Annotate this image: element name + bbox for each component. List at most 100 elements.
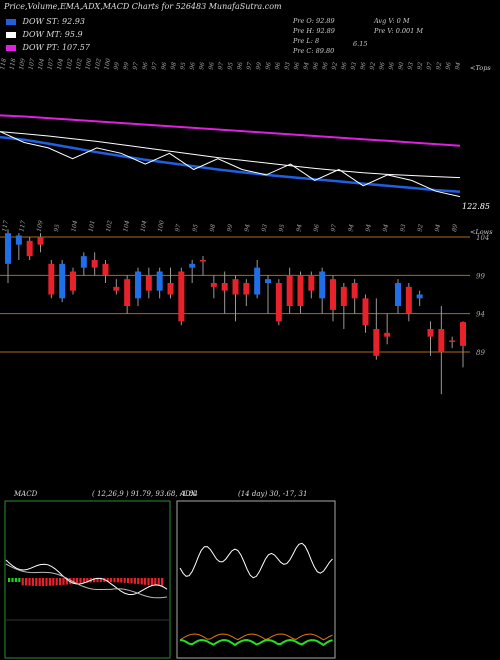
candle-top-label: 94: [365, 223, 373, 232]
candle-up: [59, 263, 66, 299]
legend-pt-label: DOW PT: 107.57: [22, 43, 90, 52]
macd-histogram-bar: [28, 578, 31, 586]
ema-top-label: 97: [151, 61, 159, 70]
ema-panel: [0, 114, 461, 198]
candle-down: [113, 286, 120, 291]
ema-last-value: 122.85: [462, 202, 490, 211]
ema-top-label: 96: [340, 61, 348, 70]
legend-swatch-mt: [6, 32, 16, 38]
candles: [5, 229, 466, 395]
ema-top-label: 100: [103, 58, 112, 71]
candle-top-labels: 117 117 109 95 104 101 102 104 104 100 97 95 98 99 94 9…: [1, 220, 459, 233]
candle-top-label: 104: [70, 220, 79, 233]
ema-top-label: 96: [141, 61, 149, 70]
ema-top-label: 94: [454, 61, 462, 70]
candle-down: [102, 263, 109, 276]
candle-top-label: 95: [191, 223, 199, 232]
candle-up: [319, 271, 326, 299]
macd-histogram-bar: [133, 578, 136, 584]
candle-down: [384, 332, 391, 337]
ema-top-label: 96: [236, 61, 244, 70]
macd-signal-line: [5, 563, 168, 599]
candle-down: [91, 260, 98, 268]
macd-histogram-bar: [86, 578, 89, 583]
macd-histogram-bar: [137, 578, 140, 585]
candle-up: [135, 271, 141, 299]
ema-top-label: 98: [170, 61, 178, 70]
adx-content: [179, 542, 333, 647]
ema-top-label: 96: [189, 61, 197, 70]
candle-top-label: 96: [313, 223, 321, 232]
ema-top-label: 118: [0, 58, 8, 71]
macd-histogram-bar: [123, 578, 126, 583]
ema-top-label: 102: [65, 58, 74, 71]
candle-down: [221, 283, 228, 291]
adx-label: ADX: [179, 490, 197, 498]
candle-down: [275, 283, 282, 322]
ema-series-dow-mt: [0, 131, 461, 179]
ema-top-label: 100: [84, 58, 93, 71]
macd-histogram-bar: [79, 578, 82, 584]
macd-histogram-bar: [127, 578, 130, 584]
ema-top-label: 99: [122, 61, 130, 70]
macd-histogram-bar: [55, 578, 58, 586]
candle-down: [460, 322, 466, 346]
ema-top-label: 93: [350, 61, 358, 70]
macd-histogram-bar: [48, 578, 51, 586]
candle-down: [427, 329, 434, 337]
macd-histogram-bar: [106, 578, 109, 583]
macd-histogram-bar: [116, 578, 119, 583]
candle-down: [145, 275, 152, 291]
candle-down: [210, 283, 217, 287]
candle-down: [232, 279, 239, 295]
candle-top-label: 94: [434, 223, 442, 232]
macd-histogram-bar: [52, 578, 55, 586]
candle-top-label: 98: [209, 223, 217, 232]
candle-y-tick: 104: [476, 234, 489, 242]
macd-histogram-bar: [35, 578, 38, 586]
ema-top-label: 97: [246, 61, 254, 70]
ema-top-label: 96: [293, 61, 301, 70]
chart-title: Price,Volume,EMA,ADX,MACD Charts for 526…: [4, 2, 282, 11]
adx-params: (14 day) 30, -17, 31: [238, 490, 307, 498]
candle-up: [156, 271, 163, 291]
adx-di-plus-line: [179, 638, 333, 647]
candle-down: [438, 329, 445, 352]
macd-histogram-bar: [154, 578, 157, 586]
ema-top-label: 96: [359, 61, 367, 70]
macd-histogram-bar: [147, 578, 150, 586]
candle-top-label: 117: [18, 220, 27, 233]
macd-histogram-bar: [144, 578, 147, 585]
info-extra: 6.15: [353, 40, 368, 48]
info-pre-l: Pre L: 8: [293, 37, 320, 45]
ema-series-dow-st: [0, 135, 461, 193]
macd-histogram-bar: [140, 578, 143, 585]
candle-top-label: 100: [157, 220, 166, 233]
ema-top-label: 96: [445, 61, 453, 70]
ema-top-label: 93: [283, 61, 291, 70]
candle-top-label: 92: [416, 223, 424, 232]
candle-top-label: 94: [243, 223, 251, 232]
ema-top-label: 104: [56, 58, 65, 71]
macd-histogram-bar: [11, 578, 14, 582]
ema-top-label: 94: [302, 61, 310, 70]
ema-top-label: 95: [227, 61, 235, 70]
ema-top-labels: 118 118 109 107 104 107 104 102 102 100 102 100 99 99…: [0, 58, 462, 71]
candle-up: [416, 294, 423, 299]
candle-top-label: 104: [140, 220, 149, 233]
candle-top-label: 95: [53, 223, 61, 232]
candle-down: [297, 275, 304, 306]
macd-histogram-bar: [150, 578, 153, 586]
ema-top-label: 96: [321, 61, 329, 70]
macd-histogram-bar: [21, 578, 24, 586]
ema-top-label: 99: [255, 61, 263, 70]
candle-down: [243, 283, 250, 295]
macd-histogram-bar: [18, 578, 21, 582]
candle-top-label: 94: [347, 223, 355, 232]
macd-params: ( 12,26,9 ) 91.79, 93.68, -1.84: [92, 490, 198, 498]
info-pre-h: Pre H: 92.89: [293, 27, 335, 35]
candle-down: [351, 283, 358, 299]
candle-down: [405, 286, 412, 314]
info-pre-v: Pre V: 0.001 M: [374, 27, 424, 35]
